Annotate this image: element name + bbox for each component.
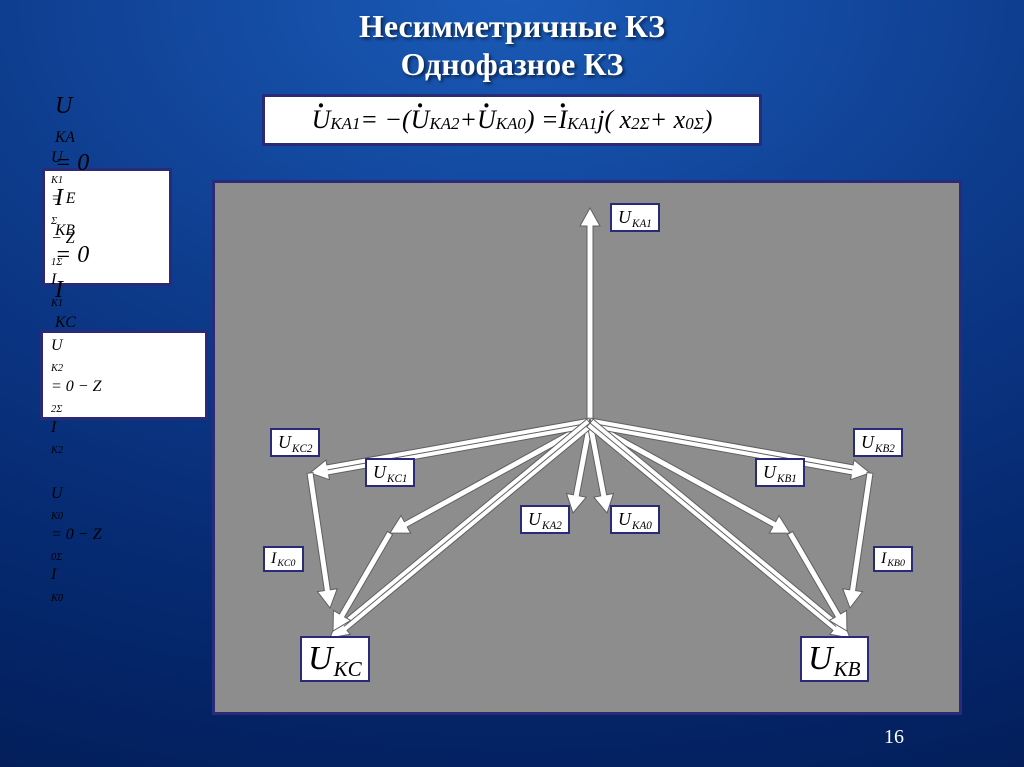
label-UKB2: UKB2: [853, 428, 903, 457]
label-IKC0: IKC0: [263, 546, 304, 572]
label-UKB: UKB: [800, 636, 869, 682]
vector-diagram: UKA1 UKA2 UKA0 UKC1 UKB1 UKC2 UKB2 IKC0 IKB0 UKC U…: [212, 180, 962, 715]
label-UKC1: UKC1: [365, 458, 415, 487]
label-IKB0: IKB0: [873, 546, 913, 572]
equation-sequence: UK1 = EΣ − Z1ΣIK1UK2 = 0 − Z2ΣIK2UK0 = 0…: [40, 330, 208, 420]
label-UKA1: UKA1: [610, 203, 660, 232]
page-number: 16: [884, 726, 904, 749]
label-UKB1: UKB1: [755, 458, 805, 487]
title-line2: Однофазное КЗ: [0, 46, 1024, 83]
vector-arrows: [215, 183, 959, 712]
label-UKA2: UKA2: [520, 505, 570, 534]
label-UKC: UKC: [300, 636, 370, 682]
equation-main: UKA1 = −(UKA2 + UKA0) = IKA1 j( x2Σ + x0…: [262, 94, 762, 146]
title-line1: Несимметричные КЗ: [0, 8, 1024, 45]
label-UKC2: UKC2: [270, 428, 320, 457]
label-UKA0: UKA0: [610, 505, 660, 534]
